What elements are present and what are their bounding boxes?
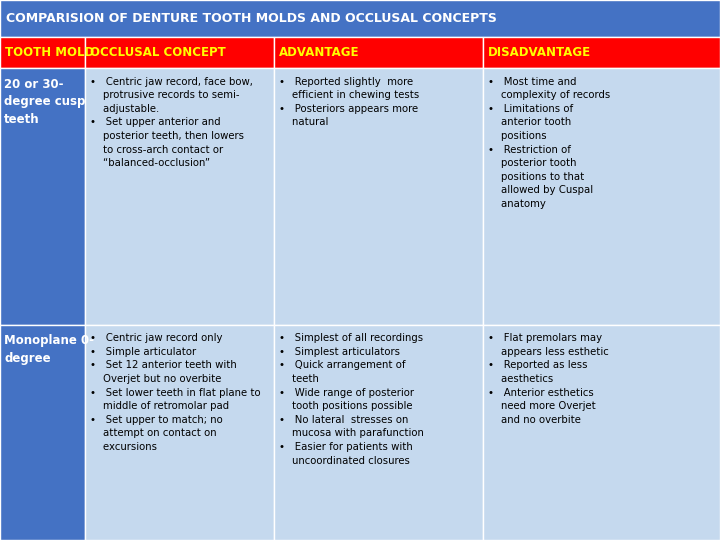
Text: COMPARISION OF DENTURE TOOTH MOLDS AND OCCLUSAL CONCEPTS: COMPARISION OF DENTURE TOOTH MOLDS AND O… (6, 12, 497, 25)
Bar (274, 37, 483, 68)
Text: •   Flat premolars may
    appears less esthetic
•   Reported as less
    aesthe: • Flat premolars may appears less esthet… (488, 333, 609, 425)
Text: ADVANTAGE: ADVANTAGE (279, 46, 360, 59)
Bar (0, 0, 720, 37)
Bar (0, 37, 85, 68)
Bar (274, 325, 483, 540)
Text: OCCLUSAL CONCEPT: OCCLUSAL CONCEPT (90, 46, 226, 59)
Text: •   Centric jaw record only
•   Simple articulator
•   Set 12 anterior teeth wit: • Centric jaw record only • Simple artic… (90, 333, 261, 452)
Text: DISADVANTAGE: DISADVANTAGE (488, 46, 591, 59)
Bar (85, 68, 274, 325)
Bar (0, 68, 85, 325)
Bar (483, 68, 720, 325)
Bar (0, 325, 85, 540)
Text: Monoplane 0-
degree: Monoplane 0- degree (4, 334, 94, 364)
Text: •   Simplest of all recordings
•   Simplest articulators
•   Quick arrangement o: • Simplest of all recordings • Simplest … (279, 333, 424, 465)
Text: •   Most time and
    complexity of records
•   Limitations of
    anterior toot: • Most time and complexity of records • … (488, 77, 611, 209)
Text: •   Centric jaw record, face bow,
    protrusive records to semi-
    adjustable: • Centric jaw record, face bow, protrusi… (90, 77, 253, 168)
Bar (483, 37, 720, 68)
Bar (85, 37, 274, 68)
Bar (483, 325, 720, 540)
Text: •   Reported slightly  more
    efficient in chewing tests
•   Posteriors appear: • Reported slightly more efficient in ch… (279, 77, 420, 127)
Bar (274, 68, 483, 325)
Text: TOOTH MOLD: TOOTH MOLD (5, 46, 94, 59)
Text: 20 or 30-
degree cusp
teeth: 20 or 30- degree cusp teeth (4, 78, 86, 126)
Bar (85, 325, 274, 540)
